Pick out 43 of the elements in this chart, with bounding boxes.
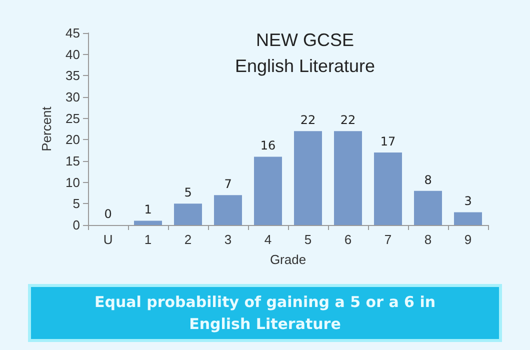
x-tick-label: 3: [224, 232, 232, 247]
y-tick-label: 15: [66, 154, 80, 168]
y-tick-label: 20: [66, 132, 80, 148]
bar: [334, 131, 362, 225]
x-tick-label: U: [103, 232, 113, 247]
y-tick-label: 35: [66, 68, 80, 84]
bar: [254, 156, 282, 225]
x-tick-label: 1: [144, 232, 152, 247]
x-tick-label: 2: [184, 232, 192, 247]
data-label: 8: [424, 172, 432, 187]
y-tick-label: 10: [66, 174, 80, 190]
data-label: 16: [260, 138, 276, 153]
data-label: 7: [224, 177, 232, 192]
x-tick-label: 4: [264, 232, 272, 247]
x-tick-label: 8: [424, 232, 432, 247]
y-axis-title: Percent: [39, 106, 54, 152]
y-tick-label: 30: [66, 90, 80, 104]
bar: [454, 212, 482, 225]
text: NEW GCSE English Literature: [234, 30, 376, 76]
bar: [134, 220, 162, 225]
data-label: 0: [104, 207, 112, 221]
y-tick-label: 5: [72, 196, 80, 212]
y-tick-label: 0: [72, 218, 80, 232]
data-label: 22: [300, 113, 316, 128]
data-label: 1: [144, 202, 152, 217]
x-tick-label: 9: [464, 232, 472, 247]
bar: [374, 152, 402, 225]
data-label: 5: [184, 186, 192, 200]
x-tick-label: 7: [384, 232, 392, 247]
data-label: 17: [380, 134, 396, 148]
bar: [174, 204, 202, 225]
y-tick-label: 25: [66, 110, 80, 126]
text: Equal probability of gaining a 5 or a 6 in English Literature: [28, 284, 502, 342]
y-tick-label: 40: [66, 46, 80, 62]
x-tick-label: 5: [304, 232, 312, 247]
bar: [214, 195, 242, 225]
y-tick-label: 45: [66, 26, 80, 40]
x-axis-title: Grade: [270, 252, 306, 267]
bar: [414, 190, 442, 225]
bar: [294, 131, 322, 225]
data-label: 3: [464, 194, 472, 208]
x-tick-label: 6: [344, 232, 352, 247]
data-label: 22: [340, 113, 356, 128]
